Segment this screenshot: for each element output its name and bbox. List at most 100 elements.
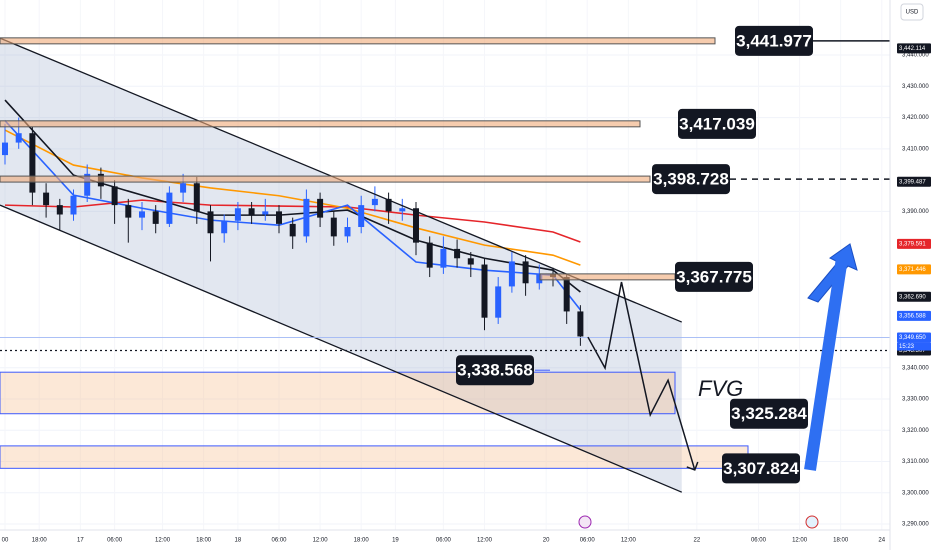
y-tick-label: 3,290.000 (902, 522, 929, 528)
x-tick-label: 17 (77, 538, 84, 544)
candle-body (358, 205, 365, 228)
level-label: 3,417.039 (679, 114, 755, 133)
candle-body (125, 205, 132, 218)
x-tick-label: 12:00 (313, 538, 329, 544)
x-tick-label: 06:00 (107, 538, 123, 544)
x-tick-label: 20 (543, 538, 550, 544)
candle-body (70, 195, 77, 215)
x-tick-label: 06:00 (580, 538, 596, 544)
candle-body (426, 242, 433, 268)
moving-average (4, 129, 581, 266)
moving-average (4, 120, 582, 311)
price-tag (897, 238, 931, 249)
x-tick-label: 18 (235, 538, 242, 544)
candle-body (2, 142, 9, 156)
y-tick-label: 3,420.000 (902, 115, 929, 121)
candle-body (317, 198, 324, 218)
x-tick-label: 12:00 (621, 538, 637, 544)
event-icon[interactable] (805, 515, 819, 529)
price-tag-label: 3,379.591 (899, 242, 926, 248)
level-label: 3,338.568 (457, 361, 533, 380)
candle-body (56, 205, 63, 215)
price-tag-label: 3,349.650 (899, 335, 926, 341)
y-tick-label: 3,300.000 (902, 490, 929, 496)
candle-body (467, 258, 474, 265)
candle-body (84, 173, 91, 196)
fvg-zone (0, 371, 676, 415)
level-label-box (675, 261, 753, 292)
y-tick-label: 3,410.000 (902, 146, 929, 152)
x-tick-label: 12:00 (155, 538, 171, 544)
currency: USD (906, 10, 919, 16)
candle-body (248, 208, 255, 215)
candle-body (234, 208, 241, 221)
candle-body (481, 264, 488, 318)
candle-body (15, 133, 22, 143)
candle-body (522, 261, 529, 284)
level-band (0, 175, 651, 183)
price-tag-label: 3,356.588 (899, 313, 926, 319)
y-tick-label: 3,430.000 (902, 84, 929, 90)
candle-body (29, 133, 36, 193)
fvg-zone (0, 445, 749, 469)
x-tick-label: 24 (878, 538, 885, 544)
level-label-box (730, 398, 808, 429)
candle-body (180, 183, 187, 193)
price-tag (897, 291, 931, 302)
candle-body (454, 248, 461, 259)
level-label-box (722, 453, 800, 484)
price-tag-label: 3,399.487 (899, 179, 926, 185)
candle-body (275, 211, 282, 224)
event-icon[interactable] (578, 515, 592, 529)
x-tick-label: 12:00 (477, 538, 493, 544)
candle-body (344, 227, 351, 237)
x-tick-label: 06:00 (751, 538, 767, 544)
level-label-box (456, 355, 534, 386)
bullish-arrow-shaft (804, 257, 848, 471)
y-tick-label: 3,320.000 (902, 428, 929, 434)
moving-average (4, 99, 581, 293)
candle-body (495, 286, 502, 318)
x-tick-label: 18:00 (196, 538, 212, 544)
candle-body (330, 217, 337, 237)
level-label: 3,398.728 (653, 170, 729, 189)
y-tick-label: 3,440.000 (902, 53, 929, 59)
price-tag-label: 3,442.114 (899, 46, 926, 52)
candle-body (440, 248, 447, 268)
channel-line (0, 204, 683, 493)
level-label-box (678, 108, 756, 139)
level-label: 3,307.824 (723, 459, 799, 478)
level-label-box (735, 25, 813, 56)
level-label: 3,325.284 (731, 404, 807, 423)
price-tag-label: 3,371.446 (899, 267, 926, 273)
candle-body (508, 261, 515, 287)
moving-average (4, 199, 581, 243)
x-tick-label: 18:00 (833, 538, 849, 544)
x-tick-label: 06:00 (271, 538, 287, 544)
level-label: 3,441.977 (736, 31, 812, 50)
countdown-box (897, 342, 931, 351)
x-tick-label: 18:00 (32, 538, 48, 544)
candle-body (303, 198, 310, 237)
y-tick-label: 3,310.000 (902, 459, 929, 465)
candle-body (152, 211, 159, 224)
level-band (539, 273, 676, 281)
candle-body (262, 211, 269, 215)
candle-body (221, 220, 228, 234)
projection-arrowhead (686, 461, 699, 471)
candle-body (111, 186, 118, 206)
candle-body (536, 273, 543, 284)
price-tag (897, 310, 931, 321)
level-band (0, 37, 716, 45)
level-label: 3,367.775 (676, 267, 752, 286)
y-tick-label: 3,340.000 (902, 365, 929, 371)
price-tag (897, 43, 931, 54)
candle-body (385, 198, 392, 212)
x-tick-label: 00 (2, 538, 9, 544)
candle-body (43, 192, 50, 206)
x-tick-label: 18:00 (354, 538, 370, 544)
price-tag (897, 176, 931, 187)
x-tick-label: 12:00 (792, 538, 808, 544)
currency-button[interactable] (900, 3, 924, 21)
